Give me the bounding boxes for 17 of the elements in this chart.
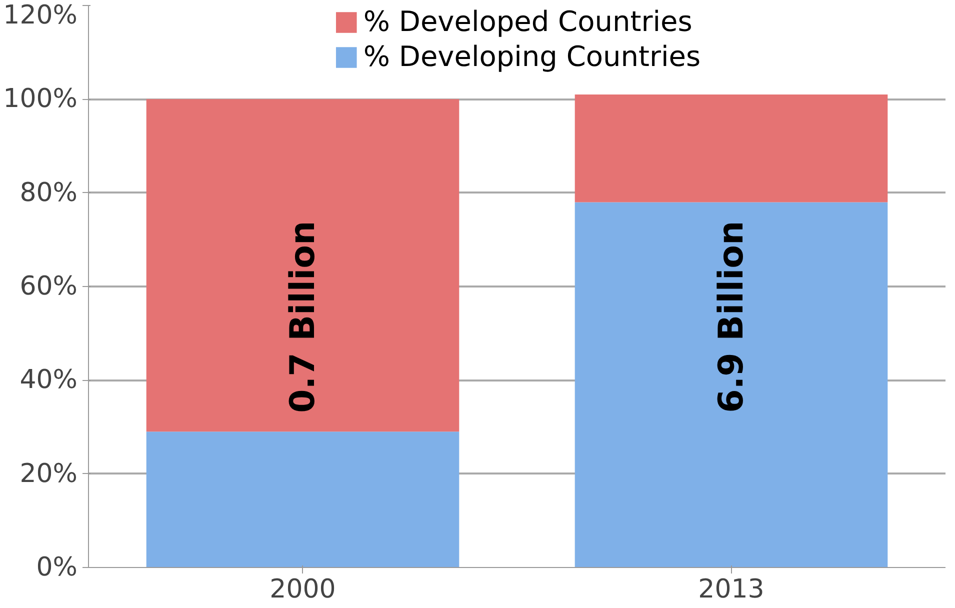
legend-label: % Developed Countries	[363, 5, 692, 38]
y-tick-label: 60%	[20, 272, 78, 302]
y-tick-label: 0%	[36, 552, 78, 582]
bar	[574, 202, 888, 568]
y-tick-label: 80%	[20, 178, 78, 208]
x-tick-label: 2013	[698, 574, 764, 604]
x-tick-label: 2000	[270, 574, 336, 604]
legend-label: % Developing Countries	[363, 40, 701, 73]
y-tick-label: 40%	[20, 365, 78, 396]
bar	[146, 99, 460, 432]
y-tick-label: 120%	[3, 0, 78, 30]
annotation: 0.7 Billion	[282, 220, 323, 413]
annotation: 6.9 Billion	[711, 220, 752, 413]
y-tick-label: 100%	[3, 84, 78, 114]
y-tick-label: 20%	[20, 458, 78, 489]
bar	[146, 432, 460, 568]
bar	[574, 94, 888, 202]
